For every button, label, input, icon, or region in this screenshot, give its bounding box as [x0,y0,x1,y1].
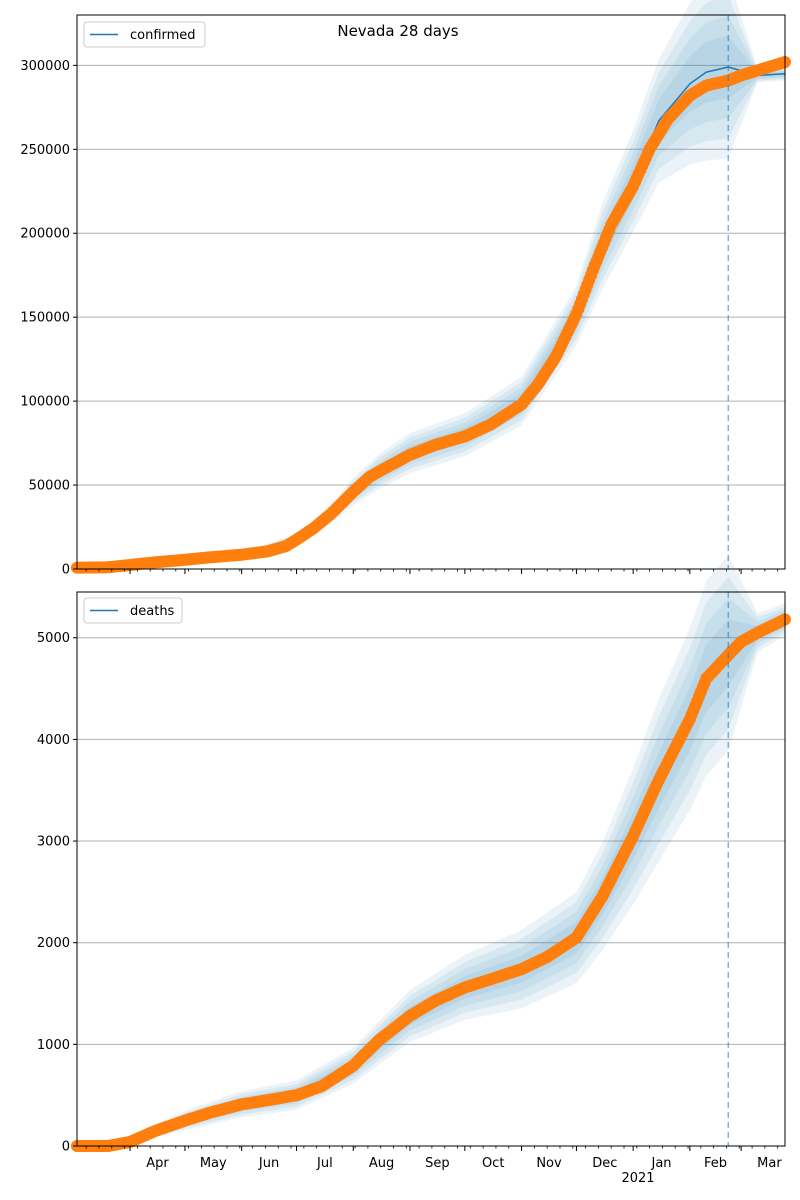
y-tick-label: 200000 [20,227,70,242]
x-month-label: Aug [369,1156,394,1171]
x-month-label: Jun [258,1156,279,1171]
uncertainty-band [77,555,785,1146]
deaths-legend: deaths [83,597,183,624]
x-axis-year-label: 2021 [621,1171,654,1186]
y-tick-label: 150000 [20,311,70,326]
y-tick-label: 0 [62,1140,70,1155]
y-tick-label: 4000 [37,733,70,748]
y-tick-label: 2000 [37,936,70,951]
y-tick-label: 300000 [20,59,70,74]
x-month-label: Feb [704,1156,727,1171]
deaths-x-ticks [85,1146,779,1151]
x-month-label: Dec [592,1156,617,1171]
confirmed-legend-label: confirmed [130,28,196,43]
deaths-axes-frame [76,591,786,1147]
confirmed-axes-frame [76,14,786,570]
uncertainty-band [77,0,785,568]
uncertainty-band [77,576,785,1146]
confirmed-panel: 0 50000 100000 150000 200000 250000 300000 con… [20,0,791,578]
y-tick-label: 50000 [29,479,70,494]
x-axis-month-labels: Apr May Jun Jul Aug Sep Oct Nov Dec Jan Feb Mar [146,1156,782,1171]
confirmed-y-axis: 0 50000 100000 150000 200000 250000 300000 [20,59,77,578]
uncertainty-band [77,0,785,568]
x-month-label: Sep [425,1156,450,1171]
deaths-panel: 0 1000 2000 3000 4000 5000 Apr May Jun Jul Aug Sep… [37,555,791,1171]
deaths-y-axis: 0 1000 2000 3000 4000 5000 [37,631,77,1155]
y-tick-label: 1000 [37,1038,70,1053]
y-tick-label: 5000 [37,631,70,646]
y-tick-label: 0 [62,563,70,578]
x-month-label: Jul [316,1156,333,1171]
confirmed-legend: confirmed [83,21,206,48]
x-month-label: Oct [482,1156,504,1171]
x-month-label: Nov [536,1156,562,1171]
figure-title: Nevada 28 days [337,22,458,40]
x-month-label: Apr [146,1156,169,1171]
y-tick-label: 250000 [20,143,70,158]
x-month-label: Jan [650,1156,671,1171]
x-month-label: May [200,1156,227,1171]
y-tick-label: 100000 [20,395,70,410]
deaths-observed-points [71,613,791,1152]
confirmed-x-ticks [85,569,779,574]
deaths-gridlines [77,637,785,1045]
x-month-label: Mar [757,1156,782,1171]
confirmed-legend-box [83,21,206,48]
uncertainty-band [77,598,785,1146]
confirmed-observed-points [71,56,791,574]
confirmed-gridlines [77,64,785,486]
deaths-legend-label: deaths [130,604,175,619]
y-tick-label: 3000 [37,835,70,850]
deaths-legend-box [83,597,183,624]
